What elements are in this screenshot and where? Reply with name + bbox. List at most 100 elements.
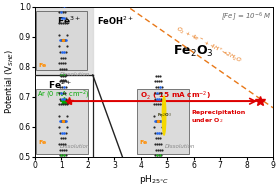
Point: [64, 148, 69, 151]
Point: [157, 86, 162, 89]
Point: [153, 80, 157, 83]
Point: [152, 143, 157, 146]
Point: [64, 50, 68, 53]
Point: [57, 91, 62, 94]
Point: [62, 120, 67, 123]
Point: [61, 143, 66, 146]
Point: [62, 154, 66, 157]
Text: Fe$_2$O$_3$: Fe$_2$O$_3$: [157, 112, 171, 119]
Point: [59, 39, 63, 42]
Point: [155, 120, 159, 123]
Point: [155, 148, 160, 151]
Point: [62, 16, 66, 19]
Point: [160, 103, 164, 106]
Point: [59, 103, 63, 106]
Point: [63, 11, 68, 14]
Point: [61, 120, 65, 123]
Point: [62, 160, 67, 163]
Point: [57, 143, 62, 146]
Point: [63, 91, 68, 94]
Point: [153, 97, 157, 100]
Point: [154, 137, 158, 140]
Point: [59, 160, 63, 163]
Point: [159, 97, 163, 100]
Point: [60, 86, 64, 89]
Point: [61, 79, 65, 82]
Point: [62, 50, 66, 53]
Point: [60, 97, 64, 100]
Point: [64, 80, 68, 83]
Point: [158, 74, 162, 77]
Point: [155, 80, 159, 83]
Point: [154, 120, 158, 123]
Point: [159, 154, 163, 157]
Text: FeOH$^{2+}$: FeOH$^{2+}$: [97, 14, 134, 27]
Point: [64, 16, 68, 19]
Point: [62, 103, 67, 106]
Point: [58, 67, 62, 70]
Point: [152, 114, 156, 117]
Point: [59, 62, 64, 65]
Point: [64, 154, 68, 157]
Point: [64, 120, 68, 123]
Point: [156, 160, 160, 163]
Point: [155, 97, 159, 100]
Point: [152, 91, 157, 94]
Point: [155, 154, 159, 157]
Point: [159, 80, 163, 83]
Point: [62, 97, 66, 100]
Point: [58, 148, 62, 151]
Point: [156, 103, 160, 106]
Point: [57, 73, 62, 76]
Point: [57, 103, 61, 106]
Point: [62, 73, 67, 76]
Point: [157, 120, 161, 123]
Text: O$_2$ + 4e$^-$ + 4H$^+$→2H$_2$O: O$_2$ + 4e$^-$ + 4H$^+$→2H$_2$O: [174, 24, 243, 66]
Point: [60, 120, 64, 123]
Point: [157, 80, 161, 83]
Text: Dissolution: Dissolution: [59, 144, 90, 149]
Point: [62, 79, 67, 82]
Point: [64, 131, 68, 134]
Point: [65, 45, 69, 48]
Text: Reprecipitation
under O$_2$: Reprecipitation under O$_2$: [191, 110, 245, 125]
Point: [62, 56, 67, 59]
Point: [60, 67, 64, 70]
Point: [60, 148, 64, 151]
Point: [62, 80, 66, 83]
Point: [57, 50, 62, 53]
Point: [60, 5, 64, 8]
Point: [159, 131, 163, 134]
Point: [61, 11, 66, 14]
Point: [59, 79, 63, 82]
Point: [153, 154, 157, 157]
Point: [160, 114, 164, 117]
Point: [64, 39, 68, 42]
Point: [62, 120, 66, 123]
Point: [157, 97, 161, 100]
Point: [62, 148, 67, 151]
Point: [157, 148, 162, 151]
Point: [57, 45, 61, 48]
Point: [64, 73, 68, 76]
X-axis label: pH$_{25°C}$: pH$_{25°C}$: [139, 173, 169, 186]
Point: [59, 91, 64, 94]
Point: [62, 5, 67, 8]
Point: [61, 91, 66, 94]
Point: [153, 120, 157, 123]
Point: [152, 103, 156, 106]
Point: [62, 86, 67, 89]
Text: Dissolution: Dissolution: [59, 72, 90, 77]
Point: [63, 143, 68, 146]
Point: [61, 62, 66, 65]
Point: [57, 22, 61, 25]
Point: [64, 5, 69, 8]
Point: [158, 103, 162, 106]
Text: Dissolution: Dissolution: [165, 144, 196, 149]
Point: [154, 103, 158, 106]
Point: [60, 131, 64, 134]
Point: [61, 160, 65, 163]
Point: [157, 131, 161, 134]
Point: [62, 39, 66, 42]
Point: [154, 74, 158, 77]
